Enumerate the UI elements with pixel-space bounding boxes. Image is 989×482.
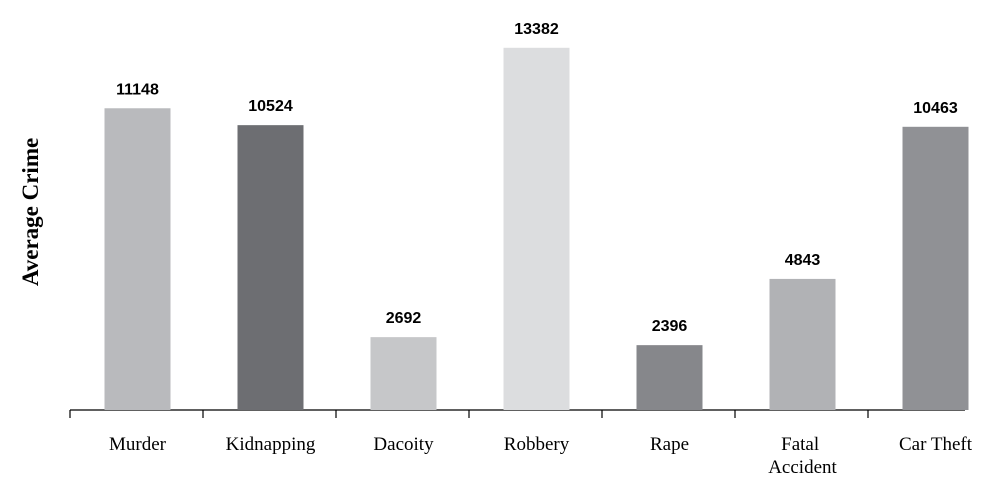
x-tick-label: Car Theft (899, 434, 973, 455)
bar (769, 278, 836, 410)
data-label: 10463 (913, 100, 958, 117)
data-label: 2692 (386, 310, 422, 327)
data-label: 10524 (248, 98, 293, 115)
x-tick-label: Fatal Accident (768, 434, 837, 478)
x-tick-label: Murder (109, 434, 167, 455)
x-tick-label: Robbery (504, 434, 570, 455)
bar (503, 47, 570, 411)
x-tick-label: Rape (650, 434, 689, 455)
data-label: 11148 (116, 81, 159, 98)
bar (636, 345, 703, 410)
bar (237, 125, 304, 411)
x-tick-label: Kidnapping (226, 434, 316, 455)
data-label: 2396 (652, 318, 688, 335)
bar (902, 126, 969, 411)
data-label: 13382 (514, 21, 559, 38)
data-label: 4843 (785, 252, 821, 269)
y-axis-label: Average Crime (18, 138, 43, 286)
x-tick-label: Dacoity (373, 434, 434, 455)
bar (370, 337, 437, 410)
bar (104, 108, 171, 410)
